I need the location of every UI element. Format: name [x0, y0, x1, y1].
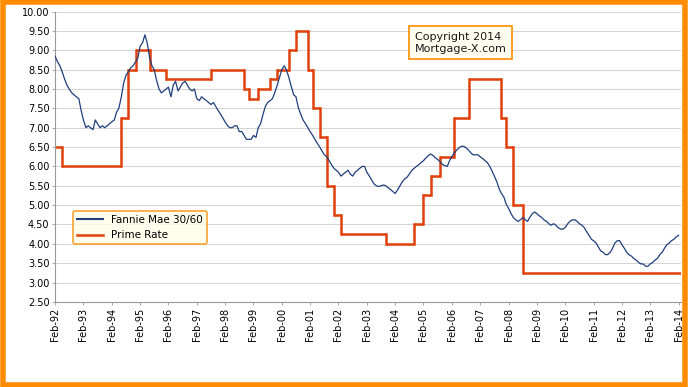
Legend: Fannie Mae 30/60, Prime Rate: Fannie Mae 30/60, Prime Rate: [73, 211, 207, 245]
Text: Copyright 2014
Mortgage-X.com: Copyright 2014 Mortgage-X.com: [415, 32, 507, 53]
